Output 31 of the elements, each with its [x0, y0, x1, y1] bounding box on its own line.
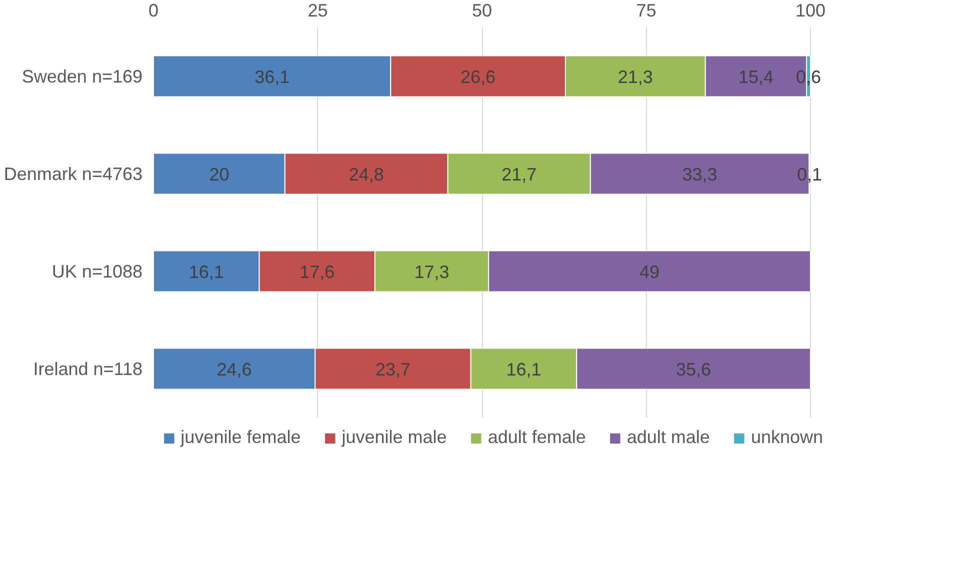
x-tick-label: 100 — [795, 0, 826, 20]
data-label: 16,1 — [188, 262, 224, 282]
data-label: 21,3 — [618, 66, 653, 87]
data-label: 15,4 — [738, 66, 774, 87]
legend-label: adult female — [488, 427, 586, 448]
data-label: 36,1 — [254, 66, 290, 87]
y-tick-label: Denmark n=4763 — [4, 164, 143, 184]
x-tick-label: 0 — [148, 0, 159, 20]
y-tick-label: Ireland n=118 — [33, 358, 143, 379]
data-label: 17,6 — [300, 262, 335, 282]
data-label: 33,3 — [682, 164, 718, 184]
data-label: 35,6 — [676, 359, 712, 380]
data-label: 16,1 — [506, 359, 542, 380]
y-tick-label: Sweden n=169 — [22, 66, 143, 86]
x-tick-label: 75 — [636, 0, 656, 20]
legend-label: juvenile female — [180, 427, 301, 448]
data-label: 49 — [640, 262, 660, 282]
y-tick-label: UK n=1088 — [52, 261, 143, 282]
data-label: 24,8 — [348, 164, 384, 184]
x-tick-label: 50 — [472, 0, 492, 20]
legend-label: unknown — [750, 427, 823, 448]
legend-label: juvenile male — [342, 427, 447, 448]
data-label: 0,6 — [796, 66, 822, 87]
legend-label: adult male — [626, 427, 710, 448]
data-label: 23,7 — [375, 359, 411, 380]
data-label: 24,6 — [216, 359, 252, 380]
data-label: 21,7 — [502, 164, 537, 184]
data-label: 17,3 — [414, 262, 450, 282]
data-label: 26,6 — [460, 66, 496, 87]
data-label: 20 — [209, 164, 230, 184]
x-tick-label: 25 — [308, 0, 328, 20]
